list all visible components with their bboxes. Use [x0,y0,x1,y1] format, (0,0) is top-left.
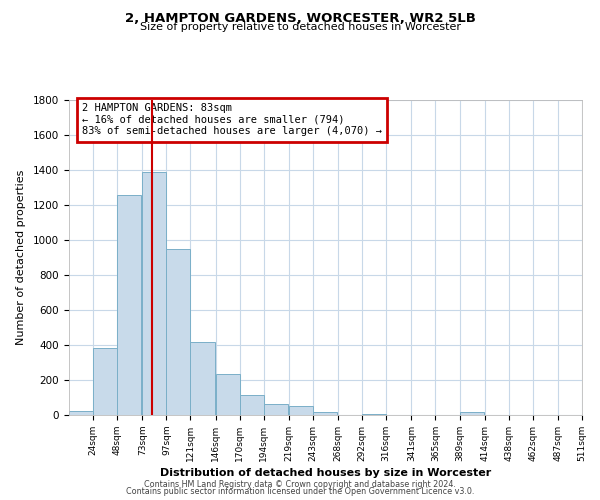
Y-axis label: Number of detached properties: Number of detached properties [16,170,26,345]
Bar [166,248,190,415]
Bar [117,194,141,415]
X-axis label: Distribution of detached houses by size in Worcester: Distribution of detached houses by size … [160,468,491,478]
Bar [313,412,337,415]
Bar [142,172,166,415]
Text: 2, HAMPTON GARDENS, WORCESTER, WR2 5LB: 2, HAMPTON GARDENS, WORCESTER, WR2 5LB [125,12,475,26]
Bar [264,404,288,415]
Text: Contains HM Land Registry data © Crown copyright and database right 2024.: Contains HM Land Registry data © Crown c… [144,480,456,489]
Bar [215,374,239,415]
Bar [460,412,484,415]
Text: Contains public sector information licensed under the Open Government Licence v3: Contains public sector information licen… [126,488,474,496]
Text: 2 HAMPTON GARDENS: 83sqm
← 16% of detached houses are smaller (794)
83% of semi-: 2 HAMPTON GARDENS: 83sqm ← 16% of detach… [82,103,382,136]
Bar [289,406,313,415]
Bar [239,395,264,415]
Bar [190,342,215,415]
Text: Size of property relative to detached houses in Worcester: Size of property relative to detached ho… [139,22,461,32]
Bar [93,348,117,415]
Bar [69,410,93,415]
Bar [362,414,386,415]
